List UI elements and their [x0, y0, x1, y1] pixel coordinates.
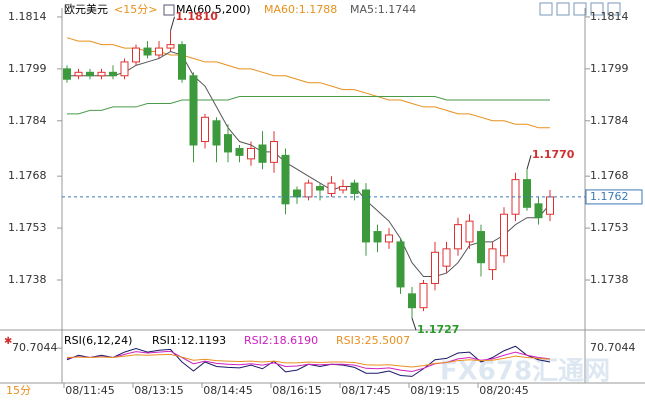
- rsi-line: [66, 350, 551, 372]
- candle-body: [258, 144, 267, 163]
- x-tick-label: 08/17:45: [341, 384, 390, 397]
- price-tag: [585, 189, 643, 205]
- icon[interactable]: [573, 2, 587, 16]
- candle-body: [385, 234, 393, 243]
- x-tick-label: 08/20:45: [479, 384, 528, 397]
- candle-body: [316, 186, 324, 191]
- rsi-icon: ✱: [4, 336, 12, 347]
- candle-body: [362, 189, 370, 243]
- rsi-legend-entry: RSI2:18.6190: [244, 334, 318, 347]
- y-tick-label-right: 1.1784: [590, 114, 629, 127]
- icon[interactable]: [539, 2, 553, 16]
- x-tick-label: 08/19:15: [410, 384, 459, 397]
- candle-body: [442, 248, 451, 267]
- price-tag-label: 1.1762: [590, 190, 629, 203]
- candle-body: [373, 231, 382, 243]
- annotation-pointer: [411, 317, 417, 331]
- candle-body: [270, 141, 278, 163]
- period: <15分>: [114, 3, 157, 16]
- annotation-label: 1.1727: [417, 323, 459, 336]
- candle-body: [86, 71, 94, 77]
- candle-body: [396, 241, 405, 288]
- y-tick-label: 1.1799: [8, 62, 47, 75]
- candle-body: [488, 248, 497, 271]
- y-tick-label-right: 1.1753: [590, 221, 629, 234]
- candle-body: [546, 196, 554, 215]
- candle-body: [500, 213, 508, 257]
- annotation-label: 1.1770: [532, 148, 575, 161]
- candle-body: [224, 134, 232, 153]
- rsi-tick-label-right: 70.7044: [590, 341, 636, 354]
- watermark: FX678汇通网: [440, 357, 610, 387]
- y-tick-label-right: 1.1799: [590, 62, 629, 75]
- legend-entry: MA5:1.1744: [350, 3, 416, 16]
- indicator: MA(60,5,200): [176, 3, 251, 16]
- toolbar-icons: [539, 2, 621, 16]
- candle-body: [201, 116, 209, 143]
- ma-line: [67, 96, 550, 115]
- candle-body: [419, 282, 428, 309]
- x-tick-label: 08/16:15: [272, 384, 321, 397]
- rsi-title: RSI(6,12,24): [64, 334, 132, 347]
- y-tick-label: 1.1738: [8, 273, 47, 286]
- candle-body: [109, 71, 117, 77]
- candle-body: [293, 189, 301, 198]
- annotation-label: 1.1810: [176, 10, 219, 23]
- icon[interactable]: [607, 2, 621, 16]
- candle-body: [212, 120, 221, 146]
- y-tick-label: 1.1784: [8, 114, 47, 127]
- annotation-pointer: [170, 16, 175, 31]
- legend-entry: MA60:1.1788: [264, 3, 337, 16]
- y-tick-label-right: 1.1814: [590, 10, 629, 23]
- candle-body: [339, 186, 347, 191]
- candle-body: [304, 182, 313, 198]
- candle-body: [189, 75, 198, 146]
- candle-body: [97, 71, 106, 77]
- indicator-icon[interactable]: [163, 4, 175, 16]
- annotation-pointer: [526, 155, 532, 170]
- candle-body: [143, 47, 152, 56]
- y-tick-label-right: 1.1738: [590, 273, 629, 286]
- candle-body: [235, 147, 244, 156]
- candle-body: [63, 68, 71, 80]
- candle-body: [132, 47, 140, 63]
- x-tick-label: 08/11:45: [65, 384, 114, 397]
- icon[interactable]: [556, 2, 570, 16]
- candle-body: [281, 154, 290, 205]
- y-tick-label: 1.1814: [8, 10, 47, 23]
- candle-body: [178, 44, 186, 80]
- icon[interactable]: [590, 2, 604, 16]
- x-tick-label: 08/14:45: [203, 384, 252, 397]
- candle-body: [166, 44, 175, 49]
- y-tick-label: 1.1753: [8, 221, 47, 234]
- candle-body: [477, 231, 485, 264]
- rsi-legend-entry: RSI1:12.1193: [152, 334, 226, 347]
- x-tick-label: 08/13:15: [134, 384, 183, 397]
- y-tick-label-right: 1.1768: [590, 169, 629, 182]
- rsi-tick-label: 70.7044: [12, 341, 58, 354]
- y-tick-label: 1.1768: [8, 169, 47, 182]
- candle-body: [534, 203, 543, 219]
- candle-body: [74, 71, 83, 77]
- candle-body: [327, 182, 336, 194]
- candle-body: [408, 293, 416, 309]
- footer-period: 15分: [6, 384, 31, 397]
- candle-body: [465, 220, 474, 243]
- candle-body: [120, 61, 129, 77]
- candle-body: [350, 182, 359, 194]
- chart-title: 欧元美元: [64, 3, 108, 16]
- rsi-line: [66, 353, 551, 368]
- candle-body: [454, 224, 462, 250]
- rsi-legend-entry: RSI3:25.5007: [336, 334, 410, 347]
- candle-body: [247, 147, 255, 160]
- candle-body: [155, 47, 163, 56]
- candle-body: [523, 179, 531, 208]
- candle-body: [431, 251, 439, 284]
